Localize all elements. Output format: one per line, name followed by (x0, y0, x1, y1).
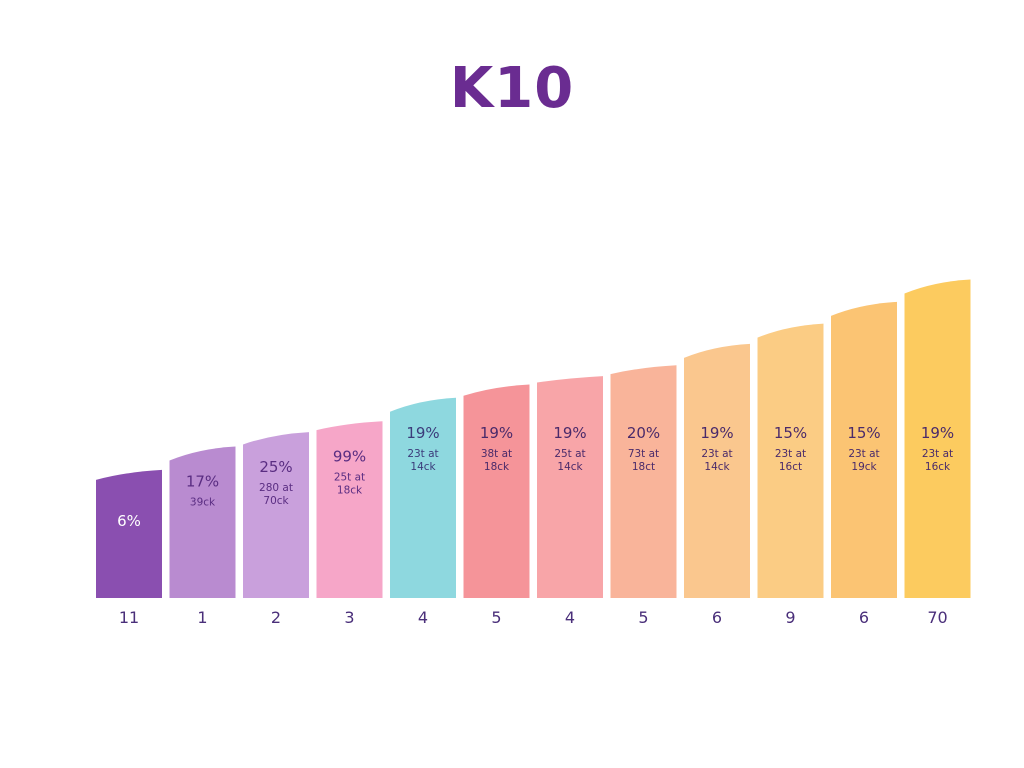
x-tick-label: 5 (638, 608, 648, 627)
bar-sub-label: 38t at (481, 448, 512, 460)
bar (243, 432, 309, 598)
bar-value-label: 20% (627, 424, 660, 442)
bar-sub-label: 16ct (779, 461, 802, 473)
bar-value-label: 17% (186, 472, 219, 490)
chart-title: K10 (449, 56, 575, 121)
x-tick-label: 9 (785, 608, 795, 627)
bar-sub-label: 14ck (410, 461, 436, 473)
bar-value-label: 25% (259, 458, 292, 476)
bar (757, 323, 824, 598)
bar-sub-label: 18ct (632, 461, 655, 473)
bar-sub-label: 25t at (334, 471, 365, 483)
bar-sub-label: 23t at (922, 448, 953, 460)
bar-sub-label: 19ck (851, 461, 877, 473)
bar-sub-label: 14ck (557, 461, 583, 473)
x-tick-label: 1 (197, 608, 207, 627)
bar-value-label: 19% (480, 424, 513, 442)
bar (904, 279, 971, 598)
bar-sub-label: 25t at (554, 448, 585, 460)
x-tick-label: 11 (119, 608, 139, 627)
bar (537, 376, 603, 598)
bar-value-label: 19% (921, 424, 954, 442)
bar-sub-label: 14ck (704, 461, 730, 473)
x-tick-label: 3 (344, 608, 354, 627)
bar-value-label: 6% (117, 512, 141, 530)
bar (831, 301, 897, 598)
bar-sub-label: 23t at (407, 448, 438, 460)
bar-value-label: 19% (406, 424, 439, 442)
bar (169, 446, 236, 598)
bar-value-label: 99% (333, 447, 366, 465)
bar-sub-label: 73t at (628, 448, 659, 460)
bar (684, 343, 750, 598)
x-tick-label: 5 (491, 608, 501, 627)
x-tick-label: 2 (271, 608, 281, 627)
bar-sub-label: 18ck (337, 484, 363, 496)
bar-sub-label: 23t at (701, 448, 732, 460)
bar (316, 421, 383, 598)
x-tick-label: 70 (927, 608, 947, 627)
bar-sub-label: 23t at (848, 448, 879, 460)
x-tick-label: 4 (565, 608, 575, 627)
bar (463, 384, 530, 598)
bar-value-label: 15% (774, 424, 807, 442)
bar-sub-label: 280 at (259, 482, 293, 494)
x-tick-label: 6 (712, 608, 722, 627)
bar-value-label: 19% (700, 424, 733, 442)
bar-value-label: 15% (847, 424, 880, 442)
bar-sub-label: 18ck (484, 461, 510, 473)
bar (96, 469, 162, 598)
bar-sub-label: 23t at (775, 448, 806, 460)
bar (390, 397, 456, 598)
x-axis-ticks: 11 1 2 3 4 5 4 5 6 9 6 70 (119, 608, 948, 627)
bars-layer (96, 279, 971, 598)
x-tick-label: 4 (418, 608, 428, 627)
bar-sub-label: 39ck (190, 496, 216, 508)
bar-sub-label: 70ck (263, 495, 289, 507)
bar-value-label: 19% (553, 424, 586, 442)
x-tick-label: 6 (859, 608, 869, 627)
bar-sub-label: 16ck (925, 461, 951, 473)
bar (610, 365, 677, 598)
